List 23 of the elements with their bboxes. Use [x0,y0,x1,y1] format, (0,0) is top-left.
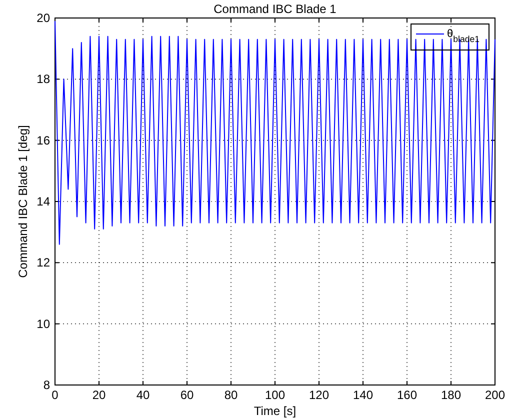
x-axis-title: Time [s] [254,404,296,418]
line-series [54,20,496,245]
x-tick-label: 20 [92,388,106,402]
chart-title: Command IBC Blade 1 [214,2,337,16]
x-tick-label: 160 [396,388,418,402]
x-tick-label: 120 [308,388,330,402]
y-tick-label: 14 [36,194,50,208]
y-tick-label: 8 [43,378,50,392]
x-tick-label: 140 [352,388,374,402]
y-tick-label: 18 [36,72,50,86]
y-tick-label: 16 [36,133,50,148]
x-tick-label: 0 [52,388,59,402]
x-tick-label: 200 [484,388,506,402]
x-tick-label: 100 [264,388,286,402]
legend-label: θ$_{blade1}$ [447,28,480,44]
y-tick-label: 10 [36,316,50,331]
x-tick-label: 60 [180,388,194,402]
y-tick-label: 20 [36,11,50,25]
x-tick-label: 80 [224,388,238,402]
x-tick-label: 40 [136,388,150,402]
y-axis-title: Command IBC Blade 1 [deg] [16,125,30,278]
x-tick-label: 180 [440,388,462,402]
y-tick-label: 12 [36,256,50,270]
